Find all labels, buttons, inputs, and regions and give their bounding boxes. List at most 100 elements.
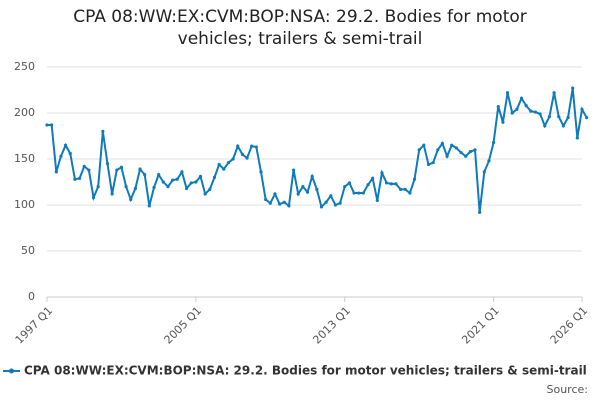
point: [357, 191, 361, 195]
y-tick-label: 100: [14, 198, 35, 211]
point: [412, 177, 417, 181]
y-tick-label: 200: [14, 106, 35, 119]
point: [403, 187, 407, 191]
y-tick-label: 250: [14, 60, 35, 73]
point: [147, 204, 151, 208]
point: [50, 123, 54, 127]
point: [501, 120, 505, 124]
point: [166, 185, 170, 189]
y-tick-label: 150: [14, 152, 35, 165]
point: [250, 144, 254, 148]
point: [180, 170, 184, 174]
point: [552, 91, 556, 95]
point: [222, 167, 226, 171]
point: [417, 148, 421, 152]
point: [115, 168, 119, 172]
point: [505, 91, 510, 95]
point: [217, 162, 221, 167]
point: [189, 181, 193, 185]
point: [394, 182, 398, 186]
point: [371, 176, 375, 180]
source-label: Source:: [547, 383, 589, 396]
point: [101, 129, 105, 133]
point: [91, 196, 96, 200]
point: [194, 180, 198, 184]
legend-marker: [9, 368, 14, 374]
point: [273, 192, 277, 196]
point: [561, 124, 565, 128]
point: [59, 154, 63, 158]
point: [547, 115, 552, 119]
point: [375, 198, 379, 202]
point: [352, 191, 356, 195]
point: [208, 187, 212, 191]
point: [473, 148, 477, 152]
point: [464, 154, 468, 158]
point: [315, 187, 319, 191]
point: [459, 150, 463, 155]
point: [571, 86, 575, 90]
x-tick-label: 2026 Q1: [548, 304, 591, 347]
point: [440, 141, 445, 145]
point: [268, 201, 272, 205]
point: [478, 210, 482, 214]
point: [431, 161, 435, 165]
point: [296, 192, 300, 196]
point: [436, 148, 440, 152]
point: [338, 201, 342, 205]
point: [492, 140, 496, 145]
point: [389, 182, 393, 186]
point: [385, 181, 389, 185]
point: [198, 174, 203, 179]
point: [333, 203, 338, 207]
point: [157, 173, 161, 177]
point: [203, 192, 207, 196]
point: [445, 154, 449, 158]
point: [287, 204, 291, 208]
point: [133, 186, 137, 191]
point: [254, 145, 258, 149]
point: [543, 124, 547, 128]
point: [524, 104, 528, 108]
point: [529, 109, 533, 113]
point: [454, 146, 458, 150]
point: [422, 143, 426, 147]
point: [533, 110, 538, 114]
y-tick-label: 50: [21, 244, 35, 257]
point: [301, 185, 305, 189]
point: [171, 178, 175, 182]
point: [82, 164, 86, 168]
point: [450, 143, 454, 147]
point: [184, 186, 189, 191]
point: [347, 181, 351, 185]
point: [110, 192, 114, 196]
point: [510, 111, 514, 115]
point: [152, 185, 156, 190]
point: [212, 175, 217, 179]
point: [557, 115, 561, 119]
point: [282, 200, 286, 204]
point: [54, 170, 58, 174]
point: [96, 185, 100, 189]
point: [519, 96, 524, 100]
point: [64, 143, 68, 147]
point: [77, 176, 82, 180]
x-tick-label: 2005 Q1: [162, 304, 205, 347]
point: [319, 205, 324, 209]
point: [343, 185, 347, 189]
point: [161, 180, 165, 184]
x-tick-label: 1997 Q1: [13, 304, 56, 347]
point: [129, 197, 133, 202]
point: [87, 168, 91, 172]
point: [259, 170, 263, 174]
point: [68, 151, 72, 156]
point: [278, 202, 282, 206]
point: [426, 162, 431, 167]
point: [305, 190, 310, 194]
point: [575, 136, 579, 140]
point: [245, 156, 249, 160]
point: [468, 150, 472, 154]
point: [236, 144, 240, 148]
point: [398, 187, 403, 191]
